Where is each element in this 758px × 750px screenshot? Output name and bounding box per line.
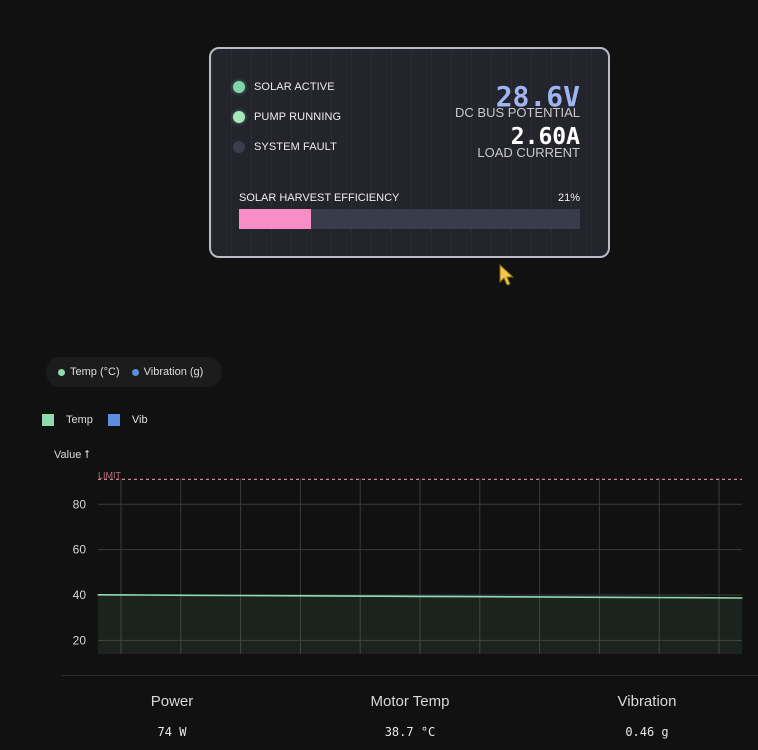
load-current-value: 2.60A — [510, 124, 580, 150]
stat-label: Vibration — [617, 693, 677, 710]
stats-divider — [62, 675, 758, 676]
temp-data-point — [603, 596, 605, 598]
temp-data-point — [695, 597, 697, 599]
efficiency-percent: 21% — [557, 192, 580, 204]
bus-voltage-value: 28.6V — [495, 80, 580, 113]
vib-swatch-icon — [107, 414, 120, 426]
stat-vibration: Vibration 0.46 g — [547, 693, 747, 739]
temp-data-point — [649, 596, 651, 599]
indicator-label: SYSTEM FAULT — [254, 141, 337, 153]
chart-legend-item-temp[interactable]: Temp — [42, 414, 93, 426]
legend-label: Vibration (g) — [143, 366, 204, 378]
temp-data-point — [419, 595, 421, 597]
indicator-system-fault: SYSTEM FAULT — [233, 141, 337, 153]
series-legend-pill: Temp (°C) Vibration (g) — [46, 357, 222, 387]
chart-legend-label: Vib — [131, 414, 148, 426]
sensor-chart-svg: Value ⭡ 20 40 60 80 LIMIT — [54, 449, 743, 654]
stat-label: Motor Temp — [370, 693, 450, 710]
indicator-pump-running: PUMP RUNNING — [233, 111, 341, 123]
pump-running-status-dot — [233, 111, 245, 123]
vibration-dot-icon — [131, 368, 139, 376]
y-tick-label: 40 — [73, 588, 87, 602]
stat-power: Power 74 W — [72, 693, 272, 739]
stat-label: Power — [150, 693, 194, 710]
temp-data-point — [97, 594, 99, 596]
chart-legend-item-vib[interactable]: Vib — [107, 414, 148, 426]
temp-data-point — [741, 597, 743, 599]
legend-item-temp[interactable]: Temp (°C) — [58, 366, 120, 378]
stat-motor-temp: Motor Temp 38.7 °C — [310, 693, 510, 739]
stat-value: 0.46 g — [625, 725, 669, 739]
chart-legend: Temp Vib — [42, 414, 163, 426]
stat-value: 38.7 °C — [384, 725, 436, 739]
temp-data-point — [143, 594, 145, 596]
temp-series-area — [98, 594, 742, 654]
status-panel: SOLAR ACTIVE PUMP RUNNING SYSTEM FAULT 2… — [209, 47, 610, 258]
efficiency-progress-fill — [239, 209, 311, 229]
y-tick-label: 20 — [73, 633, 87, 647]
legend-label: Temp (°C) — [70, 366, 120, 378]
temp-data-point — [557, 596, 559, 598]
indicator-solar-active: SOLAR ACTIVE — [233, 81, 335, 93]
y-axis-title: Value ⭡ — [54, 449, 90, 461]
temp-data-point — [327, 595, 329, 597]
indicator-label: PUMP RUNNING — [254, 111, 342, 123]
efficiency-progress-bar — [239, 209, 580, 229]
temp-data-point — [235, 594, 237, 597]
stat-value: 74 W — [157, 725, 187, 739]
load-current-label: LOAD CURRENT — [477, 145, 580, 160]
temp-data-point — [465, 596, 467, 598]
temp-data-point — [511, 596, 513, 598]
temp-data-point — [373, 595, 375, 597]
mouse-pointer-icon — [499, 264, 515, 286]
limit-label: LIMIT — [98, 470, 122, 480]
efficiency-label: SOLAR HARVEST EFFICIENCY — [239, 192, 400, 204]
temp-swatch-icon — [42, 414, 54, 426]
system-fault-status-dot — [233, 141, 245, 153]
sensor-chart: Value ⭡ 20 40 60 80 LIMIT — [0, 440, 758, 665]
y-tick-label: 80 — [73, 497, 87, 511]
chart-legend-label: Temp — [66, 414, 93, 426]
bus-voltage-label: DC BUS POTENTIAL — [455, 105, 580, 120]
legend-item-vibration[interactable]: Vibration (g) — [131, 366, 204, 378]
temp-dot-icon — [58, 368, 65, 376]
solar-active-status-dot — [233, 81, 245, 93]
y-tick-label: 60 — [73, 543, 87, 557]
temp-data-point — [281, 595, 283, 597]
indicator-label: SOLAR ACTIVE — [254, 81, 335, 93]
temp-data-point — [189, 594, 191, 596]
